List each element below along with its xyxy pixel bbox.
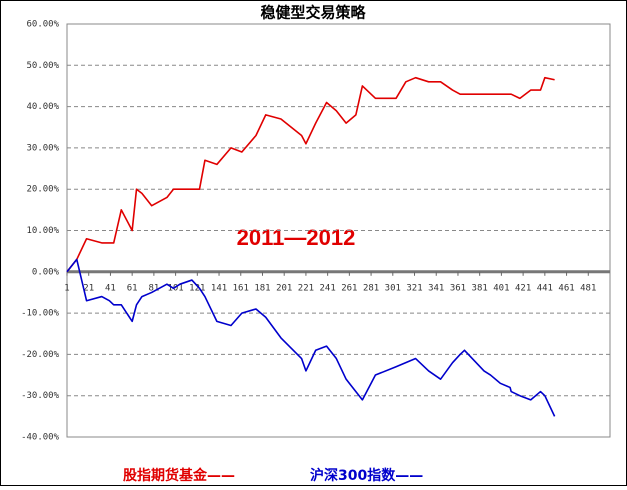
x-tick-label: 121 (189, 283, 205, 293)
y-tick-label: -40.00% (21, 433, 60, 443)
annotation: 2011—2012 (237, 225, 356, 250)
x-tick-label: 241 (320, 283, 336, 293)
y-tick-label: 60.00% (26, 20, 59, 30)
y-tick-label: -30.00% (21, 391, 60, 401)
x-tick-label: 201 (276, 283, 292, 293)
x-tick-label: 261 (341, 283, 357, 293)
x-tick-label: 381 (472, 283, 488, 293)
x-tick-label: 81 (148, 283, 159, 293)
y-tick-label: 20.00% (26, 185, 59, 195)
x-tick-label: 61 (127, 283, 138, 293)
legend-entry: 股指期货基金—— (123, 467, 235, 484)
x-tick-label: 221 (298, 283, 314, 293)
x-tick-label: 421 (515, 283, 531, 293)
x-tick-label: 321 (406, 283, 422, 293)
x-tick-label: 301 (385, 283, 401, 293)
chart-title: 稳健型交易策略 (260, 4, 366, 22)
x-tick-label: 361 (450, 283, 466, 293)
series-line (66, 76, 555, 273)
x-tick-label: 161 (233, 283, 249, 293)
x-tick-label: 21 (83, 283, 94, 293)
y-tick-label: -20.00% (21, 350, 60, 360)
y-tick-label: -10.00% (21, 309, 60, 319)
x-tick-label: 401 (493, 283, 509, 293)
y-tick-label: 10.00% (26, 226, 59, 236)
legend-entry: 沪深300指数—— (310, 467, 423, 484)
y-tick-label: 50.00% (26, 61, 59, 71)
x-tick-label: 41 (105, 283, 116, 293)
x-tick-label: 281 (363, 283, 379, 293)
y-tick-label: 0.00% (32, 267, 60, 277)
x-tick-label: 1 (64, 283, 69, 293)
x-tick-label: 461 (558, 283, 574, 293)
x-tick-label: 341 (428, 283, 444, 293)
x-tick-label: 181 (254, 283, 270, 293)
x-tick-label: 441 (537, 283, 553, 293)
y-tick-label: 30.00% (26, 143, 59, 153)
x-tick-label: 481 (580, 283, 596, 293)
y-tick-label: 40.00% (26, 102, 59, 112)
x-tick-label: 101 (167, 283, 183, 293)
series-line (66, 258, 556, 417)
x-tick-label: 141 (211, 283, 227, 293)
